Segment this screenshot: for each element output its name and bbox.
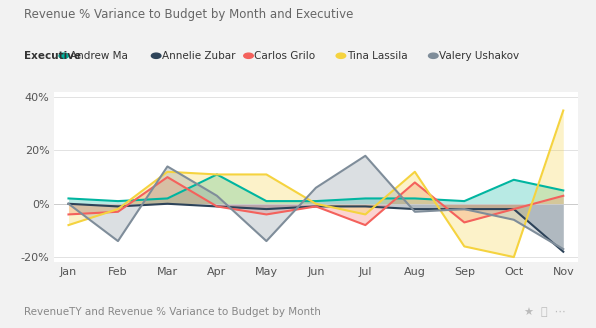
Text: Executive: Executive (24, 51, 81, 61)
Text: Andrew Ma: Andrew Ma (70, 51, 128, 61)
Text: RevenueTY and Revenue % Variance to Budget by Month: RevenueTY and Revenue % Variance to Budg… (24, 307, 321, 317)
Text: Revenue % Variance to Budget by Month and Executive: Revenue % Variance to Budget by Month an… (24, 8, 353, 21)
Text: Valery Ushakov: Valery Ushakov (439, 51, 519, 61)
Text: ★  ⧉  ⋯: ★ ⧉ ⋯ (524, 307, 566, 317)
Text: Carlos Grilo: Carlos Grilo (254, 51, 316, 61)
Text: Annelie Zubar: Annelie Zubar (162, 51, 235, 61)
Text: Tina Lassila: Tina Lassila (347, 51, 408, 61)
